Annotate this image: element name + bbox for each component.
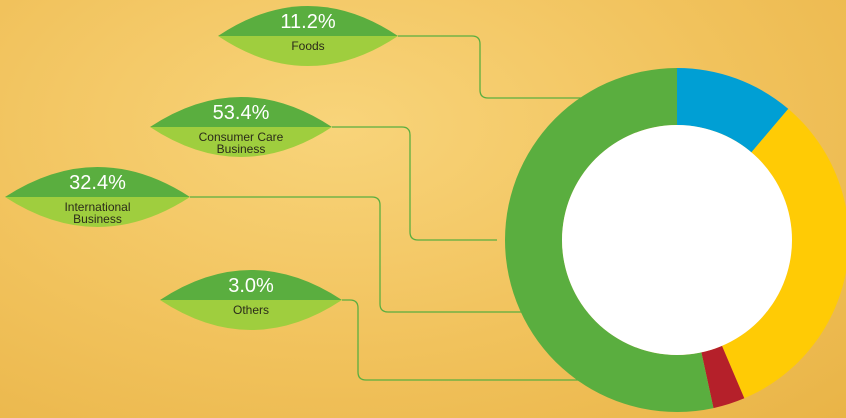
leaf <box>218 6 398 66</box>
category-label: International Business <box>64 200 131 226</box>
donut-segment <box>722 108 846 399</box>
connector <box>332 126 497 241</box>
leaf-top <box>5 167 190 197</box>
donut-segment <box>701 345 745 409</box>
donut-segment <box>677 68 789 153</box>
leaf-top <box>150 97 332 127</box>
leaf <box>160 270 342 330</box>
value-label: 3.0% <box>228 275 274 297</box>
value-label: 11.2% <box>280 11 336 33</box>
leaf-bottom <box>150 127 332 157</box>
connector <box>190 196 812 313</box>
category-label: Consumer Care Business <box>198 130 284 156</box>
connector <box>398 35 725 99</box>
leaf <box>150 97 332 157</box>
category-label: Foods <box>291 39 325 53</box>
leaf-bottom <box>218 36 398 66</box>
leaf-top <box>160 270 342 300</box>
donut-hole <box>562 125 792 355</box>
category-label: Others <box>232 303 269 317</box>
donut-segment <box>505 68 714 412</box>
leaf-bottom <box>5 197 190 227</box>
leaf-bottom <box>160 300 342 330</box>
leaf <box>5 167 190 227</box>
connectors <box>190 35 812 381</box>
connector <box>342 299 580 381</box>
value-label: 53.4% <box>212 102 270 124</box>
value-label: 32.4% <box>69 172 126 194</box>
leaf-top <box>218 6 398 36</box>
